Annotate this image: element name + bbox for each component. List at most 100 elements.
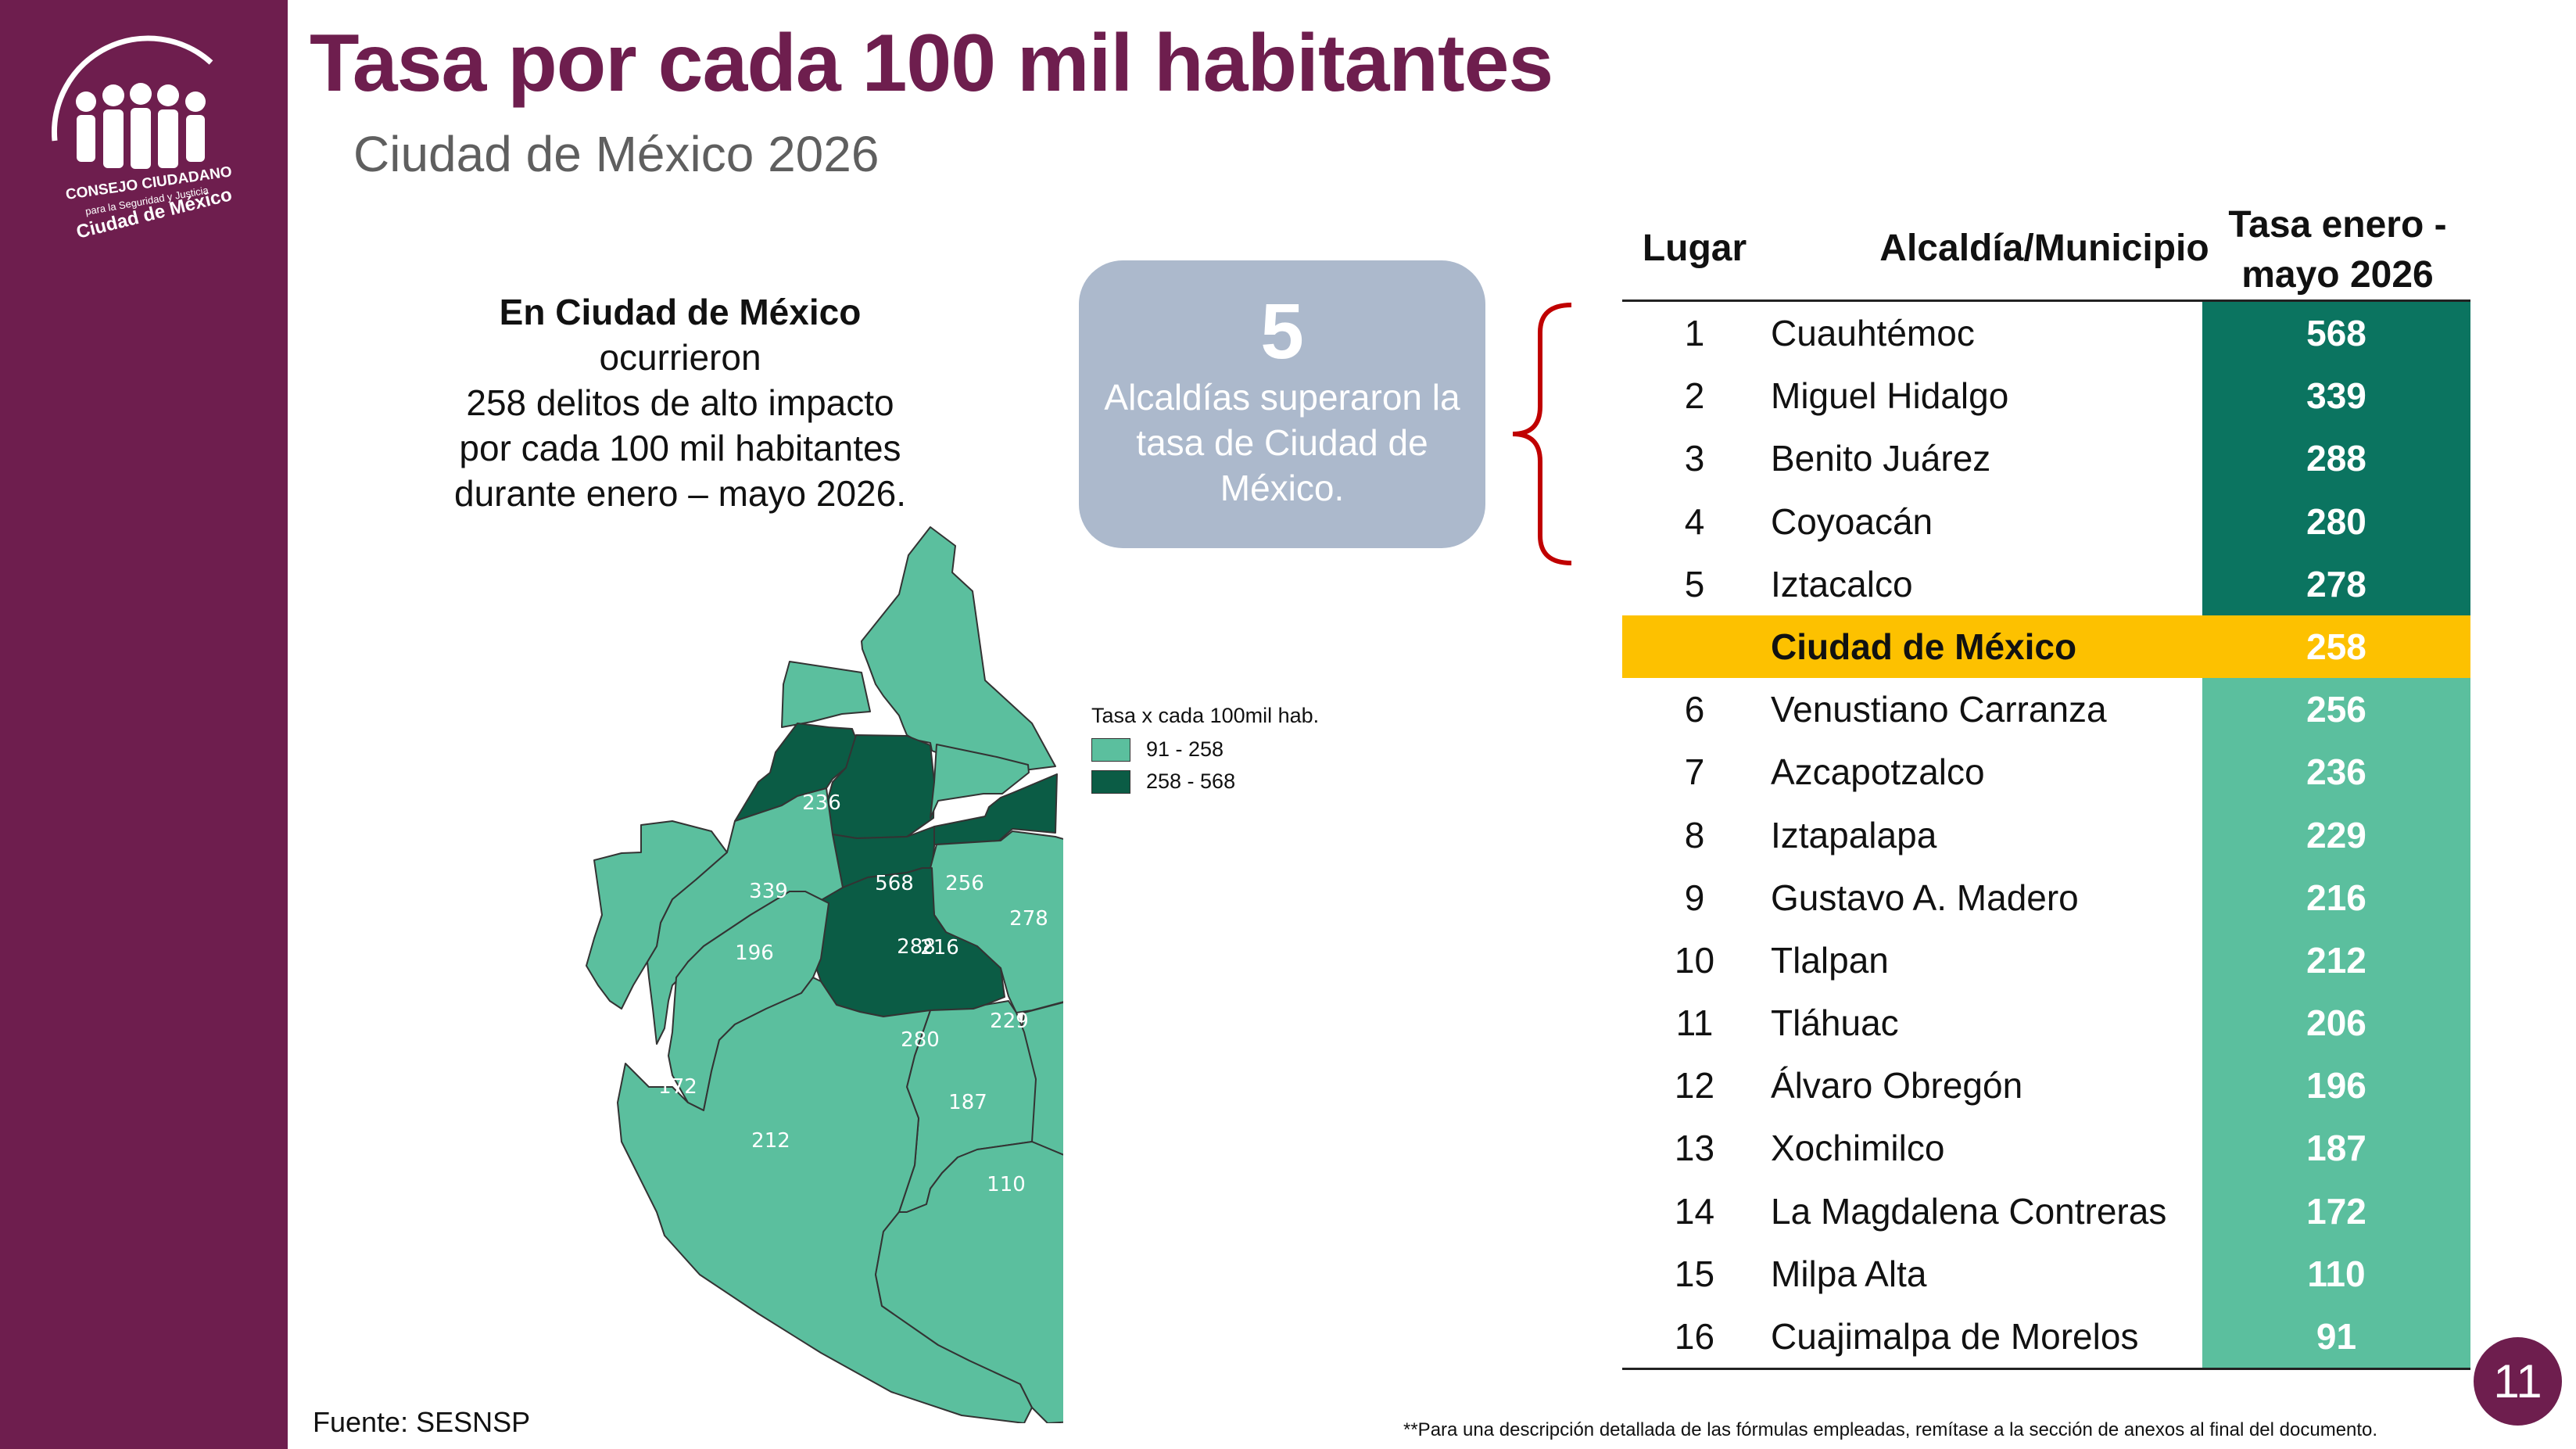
cell-alcaldia: Tláhuac: [1771, 1002, 1899, 1044]
table-header: Lugar Alcaldía/Municipio Tasa enero - ma…: [1622, 195, 2470, 302]
cell-alcaldia: Iztapalapa: [1771, 814, 1937, 855]
map-label-azc: 236: [802, 791, 841, 815]
cell-tasa: 187: [2202, 1117, 2470, 1180]
table-row: 13 Xochimilco 187: [1622, 1117, 2470, 1180]
legend-swatch-low: [1091, 737, 1130, 762]
table-row: 3 Benito Juárez 288: [1622, 427, 2470, 490]
cell-tasa: 216: [2202, 866, 2470, 929]
map-label-gam: 216: [920, 936, 959, 959]
map-label-ma: 110: [987, 1173, 1026, 1196]
cell-lugar: 3: [1684, 438, 1705, 479]
table-row: 9 Gustavo A. Madero 216: [1622, 866, 2470, 929]
cell-lugar: 1: [1684, 313, 1705, 353]
callout-number: 5: [1260, 288, 1304, 375]
map-vc: [930, 744, 1030, 819]
cdmx-map: 2162363395682562782882291969128020617218…: [586, 526, 1063, 1423]
cell-lugar: 4: [1684, 500, 1705, 542]
table-row: 16 Cuajimalpa de Morelos 91: [1622, 1305, 2470, 1368]
map-label-izp: 229: [990, 1010, 1029, 1033]
map-label-cua: 568: [875, 872, 914, 895]
map-label-mc: 172: [658, 1075, 697, 1099]
summary-bold: En Ciudad de México: [499, 292, 862, 332]
table-bottom-rule: [1622, 1368, 2470, 1371]
col-header-alcaldia: Alcaldía/Municipio: [1879, 228, 2209, 269]
legend-item-low: 91 - 258: [1091, 737, 1319, 762]
legend-swatch-high: [1091, 769, 1130, 794]
cell-alcaldia: Coyoacán: [1771, 500, 1933, 542]
legend-label-low: 91 - 258: [1146, 737, 1224, 761]
summary-line-2: 258 delitos de alto impacto: [466, 382, 894, 423]
table-row: 12 Álvaro Obregón 196: [1622, 1054, 2470, 1117]
summary-line-3: por cada 100 mil habitantes: [459, 428, 901, 468]
cell-tasa: 236: [2202, 741, 2470, 804]
cell-alcaldia: Venustiano Carranza: [1771, 689, 2107, 730]
callout-box: 5 Alcaldías superaron la tasa de Ciudad …: [1079, 260, 1485, 548]
map-azc: [781, 661, 871, 728]
map-legend: Tasa x cada 100mil hab. 91 - 258 258 - 5…: [1091, 704, 1319, 802]
map-label-vc: 256: [945, 872, 984, 895]
map-label-izc: 278: [1009, 907, 1048, 931]
summary-line-4: durante enero – mayo 2026.: [454, 473, 906, 514]
table-row: 7 Azcapotzalco 236: [1622, 741, 2470, 804]
map-cuj: [586, 820, 728, 1010]
cell-alcaldia: Xochimilco: [1771, 1128, 1945, 1169]
summary-line-1: ocurrieron: [599, 337, 761, 378]
cell-alcaldia: Miguel Hidalgo: [1771, 375, 2009, 417]
cell-alcaldia: Cuajimalpa de Morelos: [1771, 1316, 2139, 1357]
map-label-mh: 339: [749, 880, 788, 903]
cell-lugar: 13: [1674, 1128, 1715, 1169]
map-tlp: [617, 977, 1033, 1423]
sidebar-band: CONSEJO CIUDADANO para la Seguridad y Ju…: [0, 0, 288, 1449]
cell-tasa: 206: [2202, 992, 2470, 1055]
cell-lugar: 10: [1674, 939, 1715, 981]
map-label-ao: 196: [735, 941, 774, 965]
cell-tasa: 339: [2202, 364, 2470, 428]
cell-tasa: 212: [2202, 928, 2470, 992]
cell-alcaldia: La Magdalena Contreras: [1771, 1190, 2167, 1232]
cell-alcaldia: Álvaro Obregón: [1771, 1065, 2023, 1106]
cell-lugar: 8: [1684, 814, 1705, 855]
table-row-city-average: Ciudad de México 258: [1622, 615, 2470, 679]
table-row: 10 Tlalpan 212: [1622, 928, 2470, 992]
cell-tasa: 91: [2202, 1305, 2470, 1368]
cell-alcaldia: Cuauhtémoc: [1771, 313, 1975, 353]
table-row: 11 Tláhuac 206: [1622, 992, 2470, 1055]
cell-tasa: 288: [2202, 427, 2470, 490]
bracket-icon: [1512, 303, 1572, 565]
cell-lugar: 6: [1684, 689, 1705, 730]
table-row: 6 Venustiano Carranza 256: [1622, 678, 2470, 741]
table-row: 8 Iztapalapa 229: [1622, 803, 2470, 866]
table-row: 14 La Magdalena Contreras 172: [1622, 1179, 2470, 1243]
source-note: Fuente: SESNSP: [313, 1406, 531, 1438]
summary-text: En Ciudad de México ocurrieron 258 delit…: [422, 289, 938, 516]
consejo-ciudadano-logo: CONSEJO CIUDADANO para la Seguridad y Ju…: [52, 35, 234, 243]
cell-alcaldia: Iztacalco: [1771, 563, 1913, 604]
table-row: 15 Milpa Alta 110: [1622, 1242, 2470, 1305]
cell-lugar: 2: [1684, 375, 1705, 417]
table-row: 2 Miguel Hidalgo 339: [1622, 364, 2470, 428]
col-header-tasa: Tasa enero - mayo 2026: [2228, 204, 2447, 296]
cell-lugar: 5: [1684, 563, 1705, 604]
cell-lugar: 12: [1674, 1065, 1715, 1106]
cell-tasa: 256: [2202, 678, 2470, 741]
cell-alcaldia: Azcapotzalco: [1771, 751, 1985, 793]
ranking-table: Lugar Alcaldía/Municipio Tasa enero - ma…: [1622, 195, 2470, 1371]
map-ma: [875, 1141, 1063, 1423]
cell-lugar: 7: [1684, 751, 1705, 793]
cell-tasa: 196: [2202, 1054, 2470, 1117]
table-row: 5 Iztacalco 278: [1622, 552, 2470, 615]
cell-tasa: 172: [2202, 1179, 2470, 1243]
cell-lugar: 15: [1674, 1253, 1715, 1294]
page-title: Tasa por cada 100 mil habitantes: [310, 18, 1553, 109]
cell-alcaldia: Tlalpan: [1771, 939, 1889, 981]
cell-tasa: 280: [2202, 490, 2470, 553]
cell-alcaldia: Gustavo A. Madero: [1771, 877, 2079, 918]
cell-tasa: 110: [2202, 1242, 2470, 1305]
cell-tasa: 278: [2202, 552, 2470, 615]
map-label-xoc: 187: [948, 1091, 987, 1114]
map-label-tlp: 212: [751, 1129, 790, 1153]
cell-tasa: 258: [2306, 626, 2366, 667]
map-label-bj: 288: [897, 935, 936, 959]
table-row: 4 Coyoacán 280: [1622, 490, 2470, 553]
legend-label-high: 258 - 568: [1146, 769, 1236, 793]
